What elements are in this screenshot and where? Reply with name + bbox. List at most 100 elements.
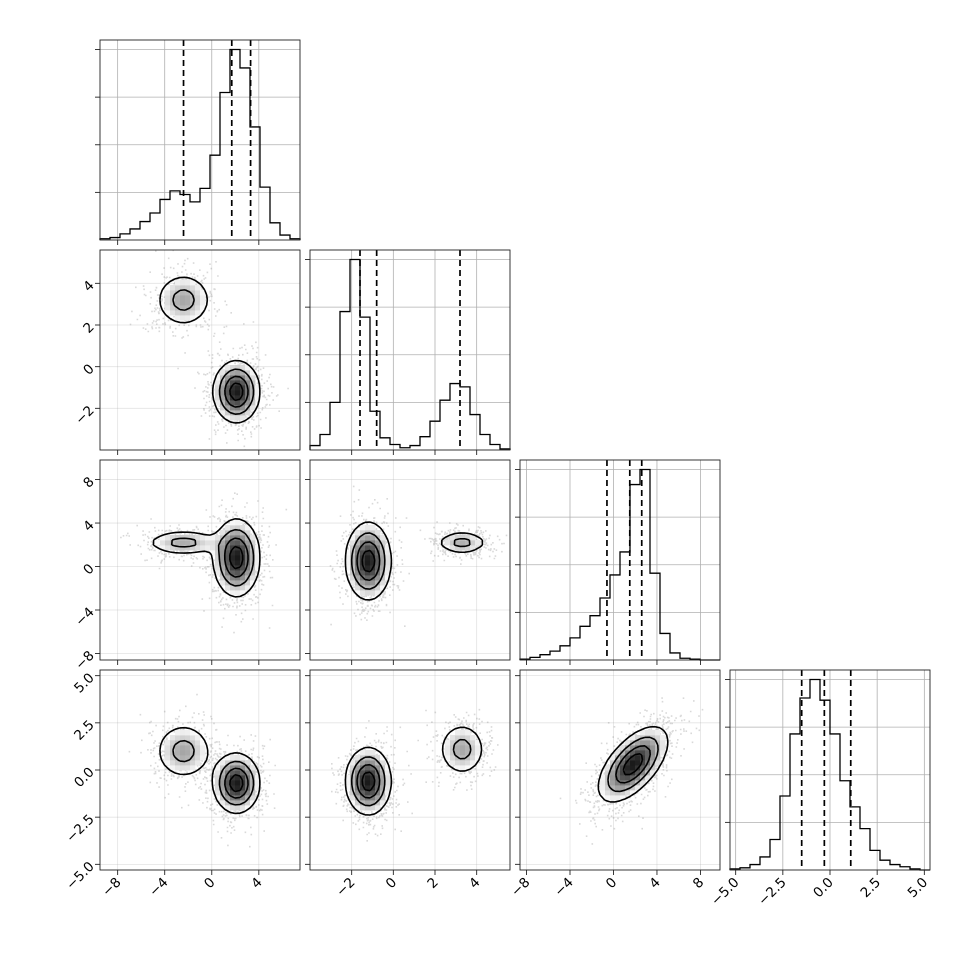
density-cell [240,365,246,371]
density-cell [470,750,476,756]
density-cell [380,535,386,541]
density-cell [235,780,241,786]
density-cell [610,785,616,791]
density-cell [170,735,176,741]
density-cell [370,805,376,811]
density-cell [635,760,641,766]
density-cell [230,540,236,546]
density-cell [365,560,371,566]
density-cell [240,370,246,376]
density-cell [245,565,251,571]
density-cell [615,775,621,781]
density-cell [185,295,191,301]
density-cell [375,565,381,571]
density-cell [650,770,656,776]
density-cell [245,580,251,586]
scatter-points [129,250,289,450]
density-cell [475,740,481,746]
density-cell [220,795,226,801]
density-cell [370,795,376,801]
density-cell [225,765,231,771]
density-cell [230,565,236,571]
density-cell [230,535,236,541]
density-cell [190,305,196,311]
density-cell [230,580,236,586]
density-cell [195,535,201,541]
density-cell [365,580,371,586]
density-cell [215,375,221,381]
density-cell [630,750,636,756]
density-cell [185,290,191,296]
density-cell [360,525,366,531]
density-cell [620,765,626,771]
density-cell [450,535,456,541]
density-cell [385,565,391,571]
density-cell [465,535,471,541]
density-cell [185,310,191,316]
density-cell [225,375,231,381]
density-cell [355,590,361,596]
density-cell [175,750,181,756]
density-cell [230,520,236,526]
density-cell [200,295,206,301]
density-cell [215,555,221,561]
density-cell [360,770,366,776]
density-cell [220,410,226,416]
density-cell [380,575,386,581]
density-cell [360,580,366,586]
density-cell [235,410,241,416]
density-cell [180,755,186,761]
density-cell [370,560,376,566]
density-cell [225,415,231,421]
density-cell [175,310,181,316]
density-cell [460,545,466,551]
density-cell [220,560,226,566]
density-cell [235,575,241,581]
contour-line [159,276,261,424]
density-cell [635,770,641,776]
density-cell [200,290,206,296]
density-cell [235,375,241,381]
density-cell [230,770,236,776]
density-cell [345,560,351,566]
density-cell [660,735,666,741]
density-cell [380,770,386,776]
density-cell [230,785,236,791]
density-panel-0-3 [99,669,301,871]
density-cell [180,290,186,296]
density-cell [245,795,251,801]
density-cell [175,730,181,736]
density-cell [370,555,376,561]
density-cell [630,775,636,781]
density-cell [200,300,206,306]
density-cell [380,560,386,566]
panel-frame [519,459,721,661]
density-cell [345,565,351,571]
density-cell [215,765,221,771]
contour-line [223,537,249,578]
density-cell [225,755,231,761]
density-cell [375,590,381,596]
density-cell [630,785,636,791]
panel-content [100,670,300,870]
histogram-panel-3 [725,669,931,871]
density-cell [225,395,231,401]
density-cell [230,800,236,806]
density-cell [180,760,186,766]
density-cell [360,530,366,536]
density-cell [385,570,391,576]
density-cell [235,400,241,406]
density-cell [655,755,661,761]
density-cell [660,750,666,756]
density-cell [630,790,636,796]
density-cell [160,540,166,546]
density-cell [350,800,356,806]
density-cell [365,590,371,596]
density-cell [250,540,256,546]
density-cell [660,740,666,746]
x-tick-label: 5.0 [905,875,932,902]
density-cell [235,805,241,811]
density-cell [190,760,196,766]
y-tick-label: −2.5 [63,812,97,846]
histogram-panel-2 [515,459,721,661]
